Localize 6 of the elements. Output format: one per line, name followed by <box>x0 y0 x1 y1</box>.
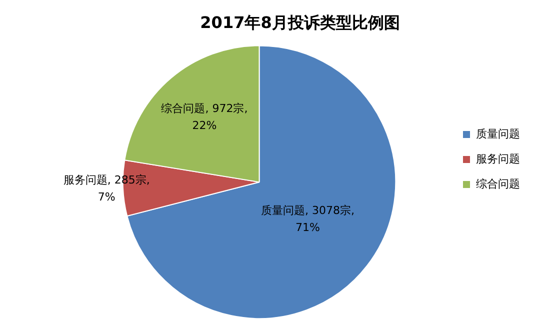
legend-label: 综合问题 <box>476 177 520 190</box>
legend-label: 质量问题 <box>476 127 520 140</box>
legend-label: 服务问题 <box>476 152 520 166</box>
chart-title: 2017年8月投诉类型比例图 <box>200 12 400 32</box>
data-label: 综合问题, 972宗, 22% <box>161 102 248 132</box>
data-label: 质量问题, 3078宗, 71% <box>261 204 354 234</box>
